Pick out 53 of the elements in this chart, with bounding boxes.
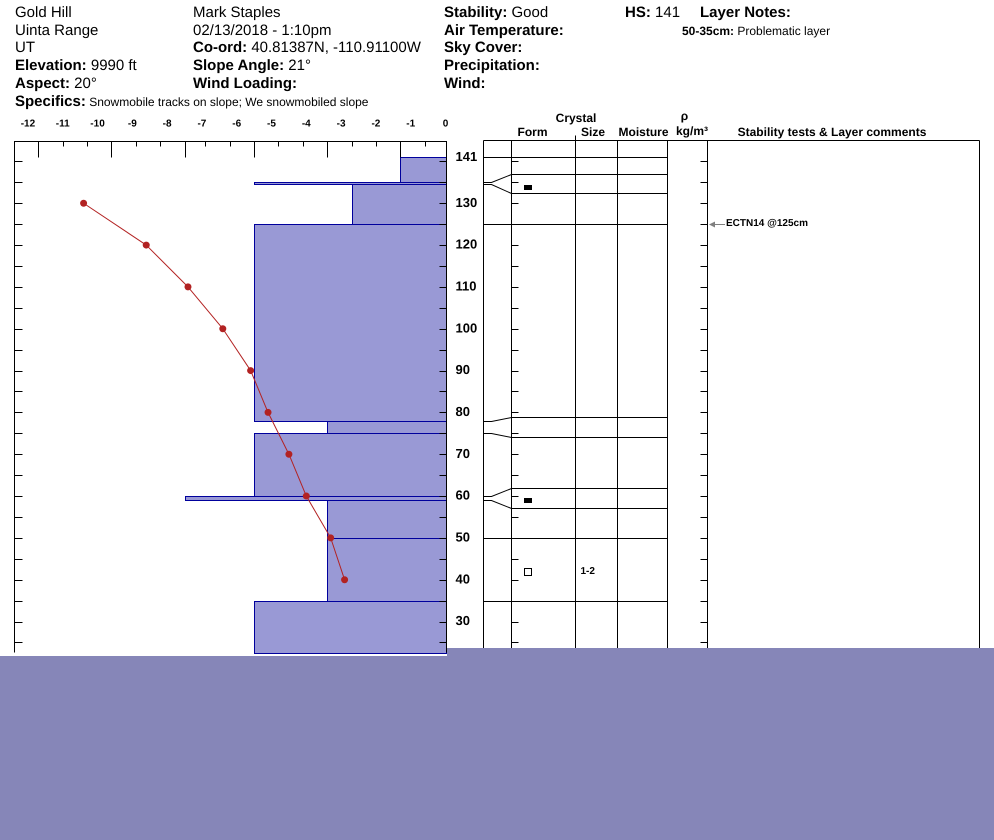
y-tick-label: 60 [456, 488, 470, 503]
text: Wind Loading: [193, 75, 298, 92]
text: Layer Notes: [700, 4, 791, 21]
text: Elevation: 9990 ft [15, 57, 137, 74]
text: UT [15, 39, 35, 56]
text: Specifics: Snowmobile tracks on slope; We snowmobiled slope [15, 93, 368, 110]
text: Co-ord: 40.81387N, -110.91100W [193, 39, 421, 56]
text: Uinta Range [15, 22, 98, 39]
text: 1-2 [580, 566, 595, 578]
y-tick-label: 141 [456, 148, 478, 164]
x-tick-label: -4 [302, 118, 312, 130]
y-tick-label: 120 [456, 236, 478, 252]
y-tick-label: 70 [456, 446, 470, 461]
text: Wind: [444, 75, 486, 92]
text: Mark Staples [193, 4, 281, 21]
text: Slope Angle: 21° [193, 57, 311, 74]
x-tick-label: -2 [371, 118, 381, 130]
text: Gold Hill [15, 4, 72, 21]
text: Stability tests & Layer comments [738, 125, 926, 140]
x-tick-label: -10 [90, 118, 106, 130]
x-tick-label: -5 [267, 118, 276, 130]
text: 50-35cm: Problematic layer [682, 24, 830, 38]
text: HS: 141 [625, 4, 680, 21]
x-tick-label: -11 [56, 118, 70, 130]
text: ρ [680, 108, 688, 122]
x-tick-label: -6 [232, 118, 242, 130]
y-tick-label: 110 [456, 278, 476, 294]
x-tick-label: -9 [128, 118, 138, 130]
x-tick-label: -12 [20, 118, 36, 130]
y-tick-label: 100 [456, 320, 478, 336]
text: Form [518, 125, 548, 140]
y-tick-label: 80 [456, 404, 470, 419]
text: Size [580, 125, 606, 140]
text: ECTN14 @125cm [726, 218, 808, 230]
text: Crystal [556, 110, 596, 124]
y-tick-label: 30 [456, 613, 470, 628]
y-tick-label: 90 [456, 362, 470, 378]
x-tick-label: 0 [442, 118, 449, 130]
y-tick-label: 40 [456, 571, 470, 586]
text: Aspect: 20° [15, 75, 97, 92]
text: 02/13/2018 - 1:10pm [193, 22, 332, 39]
x-tick-label: -8 [162, 118, 172, 130]
text: Stability: Good [444, 4, 548, 21]
y-tick-label: 50 [456, 529, 470, 544]
text: kg/m³ [676, 124, 708, 138]
text: Sky Cover: [444, 39, 522, 56]
x-tick-label: -1 [406, 118, 416, 130]
text: Air Temperature: [444, 22, 564, 39]
text: Moisture [618, 125, 669, 140]
text: Precipitation: [444, 57, 540, 74]
x-tick-label: -7 [197, 118, 207, 130]
y-tick-label: 130 [456, 194, 478, 210]
x-tick-label: -3 [336, 118, 346, 130]
